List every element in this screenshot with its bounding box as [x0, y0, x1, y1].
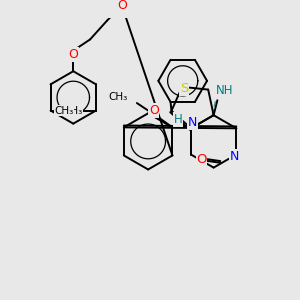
Text: N: N — [230, 150, 239, 163]
Text: CH₃: CH₃ — [63, 106, 83, 116]
Text: O: O — [196, 153, 207, 166]
Text: O: O — [68, 48, 78, 61]
Text: H: H — [174, 113, 183, 126]
Text: O: O — [117, 0, 127, 12]
Text: NH: NH — [216, 84, 234, 98]
Text: S: S — [180, 82, 188, 95]
Text: O: O — [149, 104, 159, 117]
Text: N: N — [188, 116, 197, 129]
Text: CH₃: CH₃ — [54, 106, 74, 116]
Text: CH₃: CH₃ — [108, 92, 128, 102]
